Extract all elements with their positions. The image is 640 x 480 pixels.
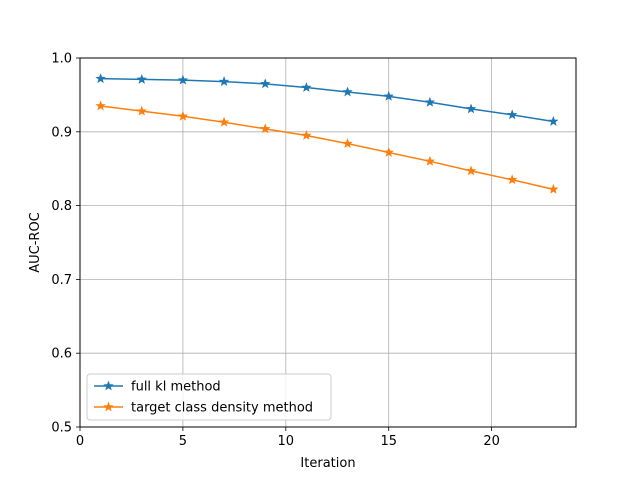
y-tick-label: 0.5 — [51, 421, 72, 436]
legend-items: full kl method target class density metho… — [94, 380, 313, 416]
x-tick-label: 20 — [483, 434, 500, 449]
data-point-marker — [507, 109, 518, 120]
y-tick-label: 0.9 — [51, 125, 72, 140]
data-point-marker — [465, 165, 477, 176]
legend-box — [86, 373, 332, 421]
data-point-marker — [548, 116, 559, 126]
data-point-marker — [218, 116, 230, 127]
y-axis-label: AUC-ROC — [28, 212, 43, 273]
plot-frame — [79, 57, 577, 428]
data-point-marker — [136, 105, 147, 116]
data-point-marker — [136, 73, 147, 84]
legend: full kl method target class density metho… — [86, 373, 332, 421]
data-point-marker — [218, 76, 230, 87]
data-point-marker — [260, 123, 271, 134]
y-tick-label: 1.0 — [51, 52, 72, 67]
series-line — [100, 105, 554, 191]
y-tick-label: 0.6 — [51, 347, 72, 362]
data-point-marker — [342, 138, 353, 149]
series-layer — [95, 73, 559, 194]
data-point-marker — [301, 82, 312, 92]
data-point-marker — [424, 96, 436, 107]
data-point-marker — [383, 147, 394, 157]
x-tick-label: 15 — [380, 434, 397, 449]
legend-marker — [103, 401, 114, 412]
axis-ticks: 0 5 10 15 20 0.5 0.6 0.7 0.8 0.9 1.0 — [51, 52, 500, 450]
y-tick-label: 0.8 — [51, 199, 72, 214]
data-point-marker — [383, 90, 394, 101]
series-line — [100, 77, 554, 123]
data-point-marker — [342, 86, 353, 97]
data-point-marker — [424, 155, 436, 166]
data-point-marker — [177, 110, 189, 121]
data-point-marker — [507, 174, 518, 185]
x-axis-label: Iteration — [300, 456, 355, 471]
y-tick-label: 0.7 — [51, 273, 72, 288]
x-tick-label: 10 — [278, 434, 295, 449]
x-tick-label: 5 — [179, 434, 187, 449]
x-tick-label: 0 — [76, 434, 84, 449]
data-point-marker — [177, 74, 189, 85]
series-group — [95, 73, 559, 126]
legend-entry-label: full kl method — [131, 380, 221, 395]
legend-entry-label: target class density method — [131, 401, 313, 416]
data-point-marker — [95, 100, 106, 111]
data-point-marker — [465, 103, 477, 114]
data-point-marker — [260, 78, 271, 89]
data-point-marker — [548, 183, 559, 194]
legend-marker — [103, 380, 114, 391]
data-point-marker — [95, 73, 106, 84]
data-point-marker — [301, 130, 312, 140]
series-group — [95, 100, 559, 194]
